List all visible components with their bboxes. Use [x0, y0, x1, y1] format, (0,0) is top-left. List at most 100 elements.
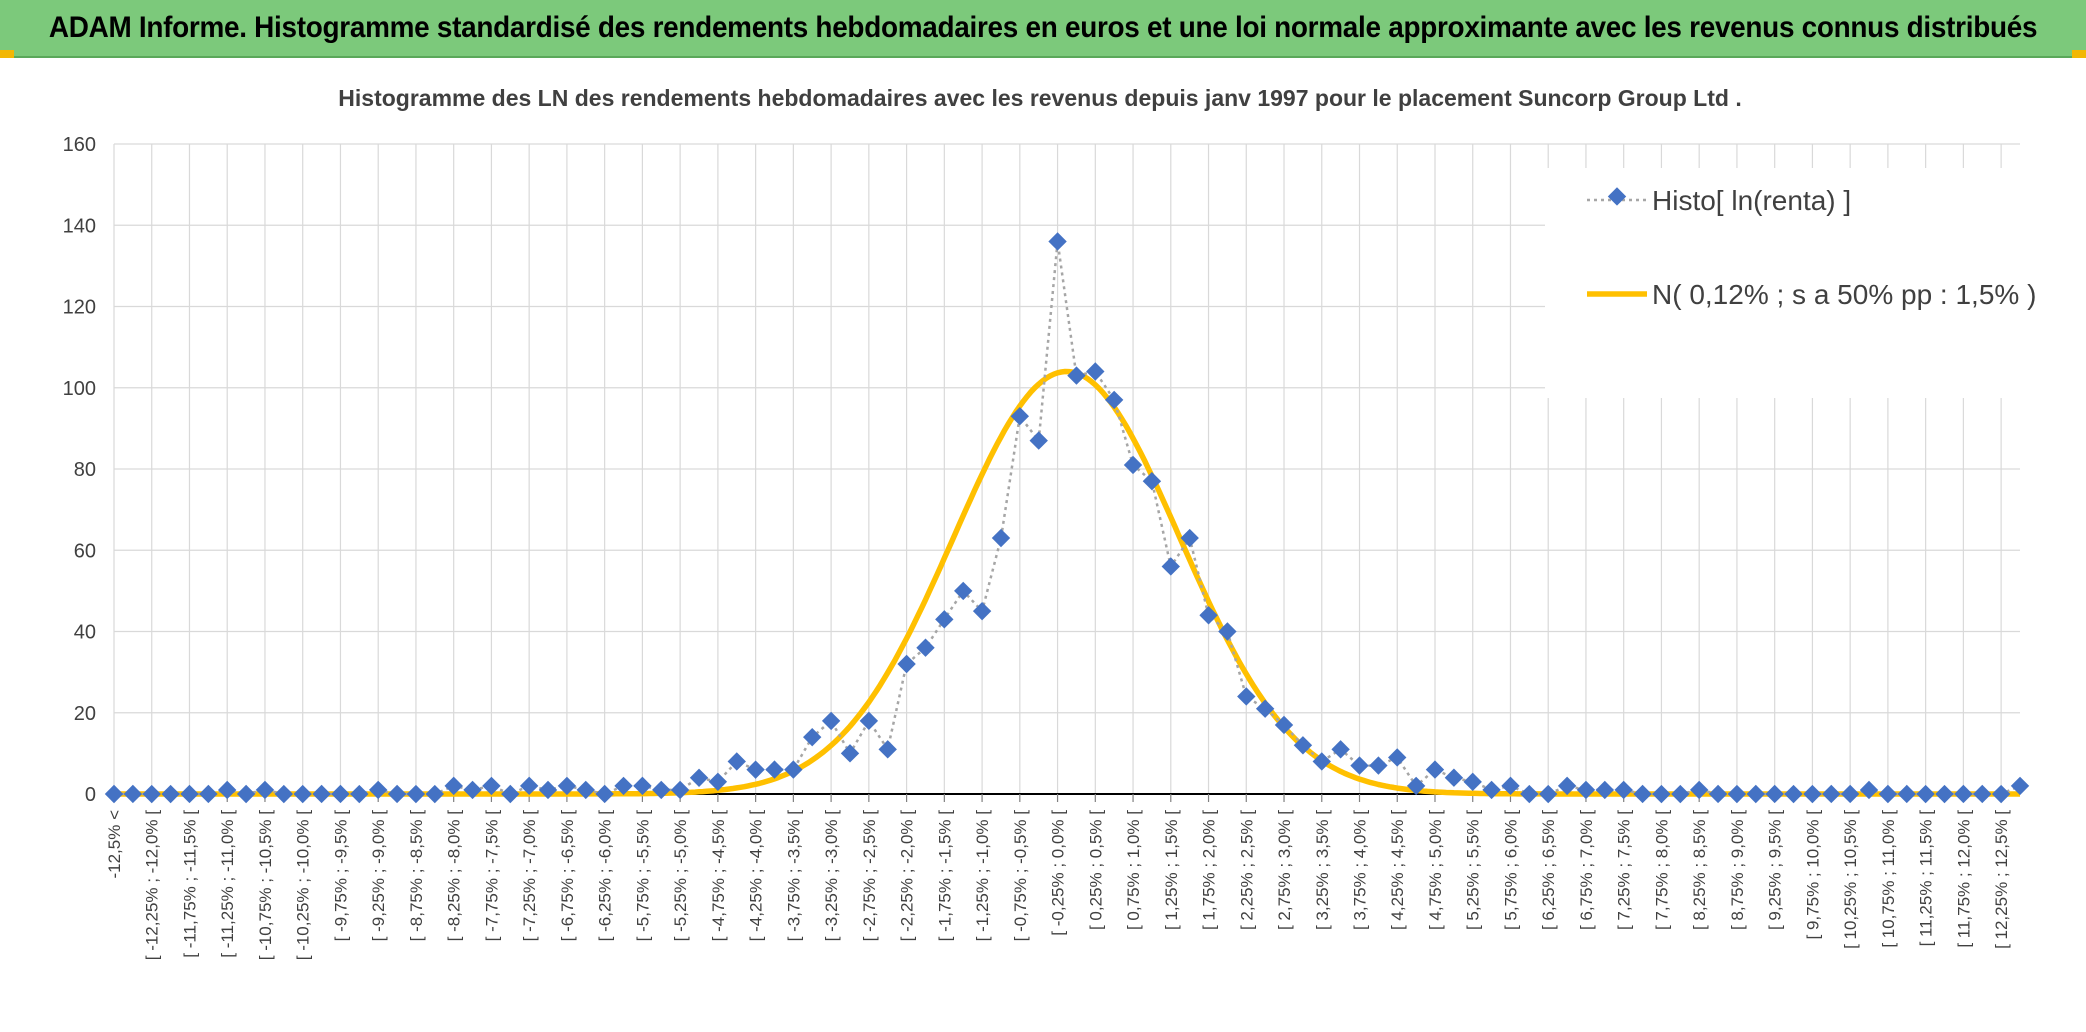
x-tick-label: [ -12,25% ; -12,0% [: [143, 810, 162, 961]
x-tick-label: [ -6,75% ; -6,5% [: [558, 810, 577, 942]
histogram-point: [557, 776, 577, 796]
histogram-point: [746, 760, 765, 779]
histogram-point: [576, 780, 595, 800]
histogram-point: [954, 581, 973, 601]
x-tick-label: [ 6,75% ; 7,0% [: [1577, 810, 1596, 930]
y-tick-label: 100: [63, 378, 96, 400]
x-tick-label: [ -9,75% ; -9,5% [: [331, 810, 350, 942]
x-tick-label: [ 11,25% ; 11,5% [: [1917, 810, 1936, 947]
histogram-point: [652, 780, 671, 800]
legend-diamond-icon: [1607, 187, 1627, 206]
chart-title: Histogramme des LN des rendements hebdom…: [338, 85, 1741, 111]
histogram-point: [765, 760, 784, 779]
histogram-point: [2010, 776, 2030, 796]
histogram-point: [293, 784, 312, 804]
histogram-point: [878, 740, 897, 759]
x-tick-label: [ 8,25% ; 8,5% [: [1690, 810, 1709, 930]
x-tick-label: [ -1,25% ; -1,0% [: [973, 810, 992, 942]
histogram-point: [501, 784, 520, 804]
y-tick-label: 140: [63, 215, 96, 237]
histogram-point: [840, 744, 860, 763]
histogram-point: [538, 780, 558, 800]
histogram-point: [689, 768, 709, 787]
x-tick-label: [ -8,25% ; -8,0% [: [445, 810, 464, 942]
x-tick-label: [ 9,25% ; 9,5% [: [1766, 810, 1785, 930]
histogram-point: [1218, 622, 1237, 641]
x-tick-label: [ 2,75% ; 3,0% [: [1275, 810, 1294, 930]
histogram-point: [368, 780, 388, 800]
histogram-point: [916, 638, 935, 657]
histogram-point: [1463, 772, 1482, 792]
x-tick-label: [ 9,75% ; 10,0% [: [1803, 810, 1822, 940]
y-tick-label: 0: [85, 784, 96, 806]
x-axis-ticks: -12,5% < [ -12,25% ; -12,0% [[ -11,75% ; …: [105, 794, 2011, 960]
histogram-point: [1765, 784, 1784, 804]
histogram-point: [727, 752, 746, 771]
x-tick-label: [ 7,25% ; 7,5% [: [1615, 810, 1634, 930]
x-tick-label: [ -10,75% ; -10,5% [: [256, 810, 275, 961]
histogram-point: [1350, 756, 1369, 775]
x-tick-label: [ -11,25% ; -11,0% [: [218, 810, 237, 958]
histogram-point: [1576, 780, 1596, 800]
y-axis-ticks: 0 20 40 60 80 100 120 140 160: [63, 134, 96, 806]
y-tick-label: 80: [74, 459, 96, 481]
histogram-point: [670, 780, 690, 800]
histogram-point: [1822, 784, 1841, 804]
histogram-point: [1293, 736, 1313, 755]
histogram-point: [633, 776, 652, 796]
x-tick-label: [ -1,75% ; -1,5% [: [935, 810, 954, 942]
y-tick-label: 160: [63, 134, 96, 156]
histogram-point: [1671, 784, 1690, 804]
x-tick-label: [ 12,25% ; 12,5% [: [1992, 810, 2011, 949]
x-tick-label: [ -2,25% ; -2,0% [: [898, 810, 917, 942]
x-tick-label: [ 5,75% ; 6,0% [: [1501, 810, 1520, 930]
histogram-point: [1161, 557, 1180, 576]
x-tick-label: [ 10,25% ; 10,5% [: [1841, 810, 1860, 949]
legend-histo-label: Histo[ ln(renta) ]: [1652, 185, 1851, 216]
legend-background: [1545, 168, 2020, 398]
histogram-point: [520, 776, 539, 796]
x-tick-label: [ 0,25% ; 0,5% [: [1086, 810, 1105, 930]
report-title: ADAM Informe. Histogramme standardisé de…: [48, 11, 2038, 44]
histogram-point: [784, 760, 803, 779]
histogram-point: [180, 784, 199, 804]
x-tick-label: [ -5,25% ; -5,0% [: [671, 810, 690, 942]
x-tick-label: [ -8,75% ; -8,5% [: [407, 810, 426, 942]
histogram-point: [331, 784, 350, 804]
x-tick-label: [ 5,25% ; 5,5% [: [1464, 810, 1483, 930]
corner-accent-top-left: [0, 50, 14, 60]
x-tick-label: [ 3,75% ; 4,0% [: [1351, 810, 1370, 930]
x-tick-label: [ 8,75% ; 9,0% [: [1728, 810, 1747, 930]
histogram-point: [1406, 776, 1426, 796]
x-tick-label: [ 7,75% ; 8,0% [: [1652, 810, 1671, 930]
histogram-point: [142, 784, 161, 804]
histogram-point: [1784, 784, 1803, 804]
x-tick-label: [ -9,25% ; -9,0% [: [369, 810, 388, 942]
histogram-point: [935, 610, 954, 629]
legend-normal-label: N( 0,12% ; s a 50% pp : 1,5% ): [1652, 279, 2036, 310]
histogram-point: [104, 784, 124, 804]
x-tick-label: [ -4,75% ; -4,5% [: [709, 810, 728, 942]
x-tick-label: -12,5% <: [105, 810, 124, 879]
x-tick-label: [ -4,25% ; -4,0% [: [747, 810, 766, 942]
histogram-point: [1482, 780, 1501, 800]
histogram-point: [1255, 699, 1275, 718]
histogram-point: [1859, 780, 1879, 800]
x-tick-label: [ 10,75% ; 11,0% [: [1879, 810, 1898, 948]
y-tick-label: 20: [74, 703, 96, 725]
x-tick-label: [ -7,75% ; -7,5% [: [482, 810, 501, 942]
histogram-point: [1973, 784, 1992, 804]
report-banner: ADAM Informe. Histogramme standardisé de…: [0, 0, 2086, 58]
x-tick-label: [ -2,75% ; -2,5% [: [860, 810, 879, 942]
x-tick-label: [ -5,75% ; -5,5% [: [633, 810, 652, 942]
x-tick-label: [ 0,75% ; 1,0% [: [1124, 810, 1143, 930]
histogram-point: [614, 776, 633, 796]
x-tick-label: [ 1,25% ; 1,5% [: [1162, 810, 1181, 930]
x-tick-label: [ 6,25% ; 6,5% [: [1539, 810, 1558, 930]
histogram-point: [274, 784, 294, 804]
corner-accent-top-right: [2072, 50, 2086, 60]
x-tick-label: [ 4,75% ; 5,0% [: [1426, 810, 1445, 930]
y-tick-label: 120: [63, 297, 96, 319]
x-tick-label: [ -10,25% ; -10,0% [: [294, 810, 313, 961]
histogram-point: [1557, 776, 1577, 796]
